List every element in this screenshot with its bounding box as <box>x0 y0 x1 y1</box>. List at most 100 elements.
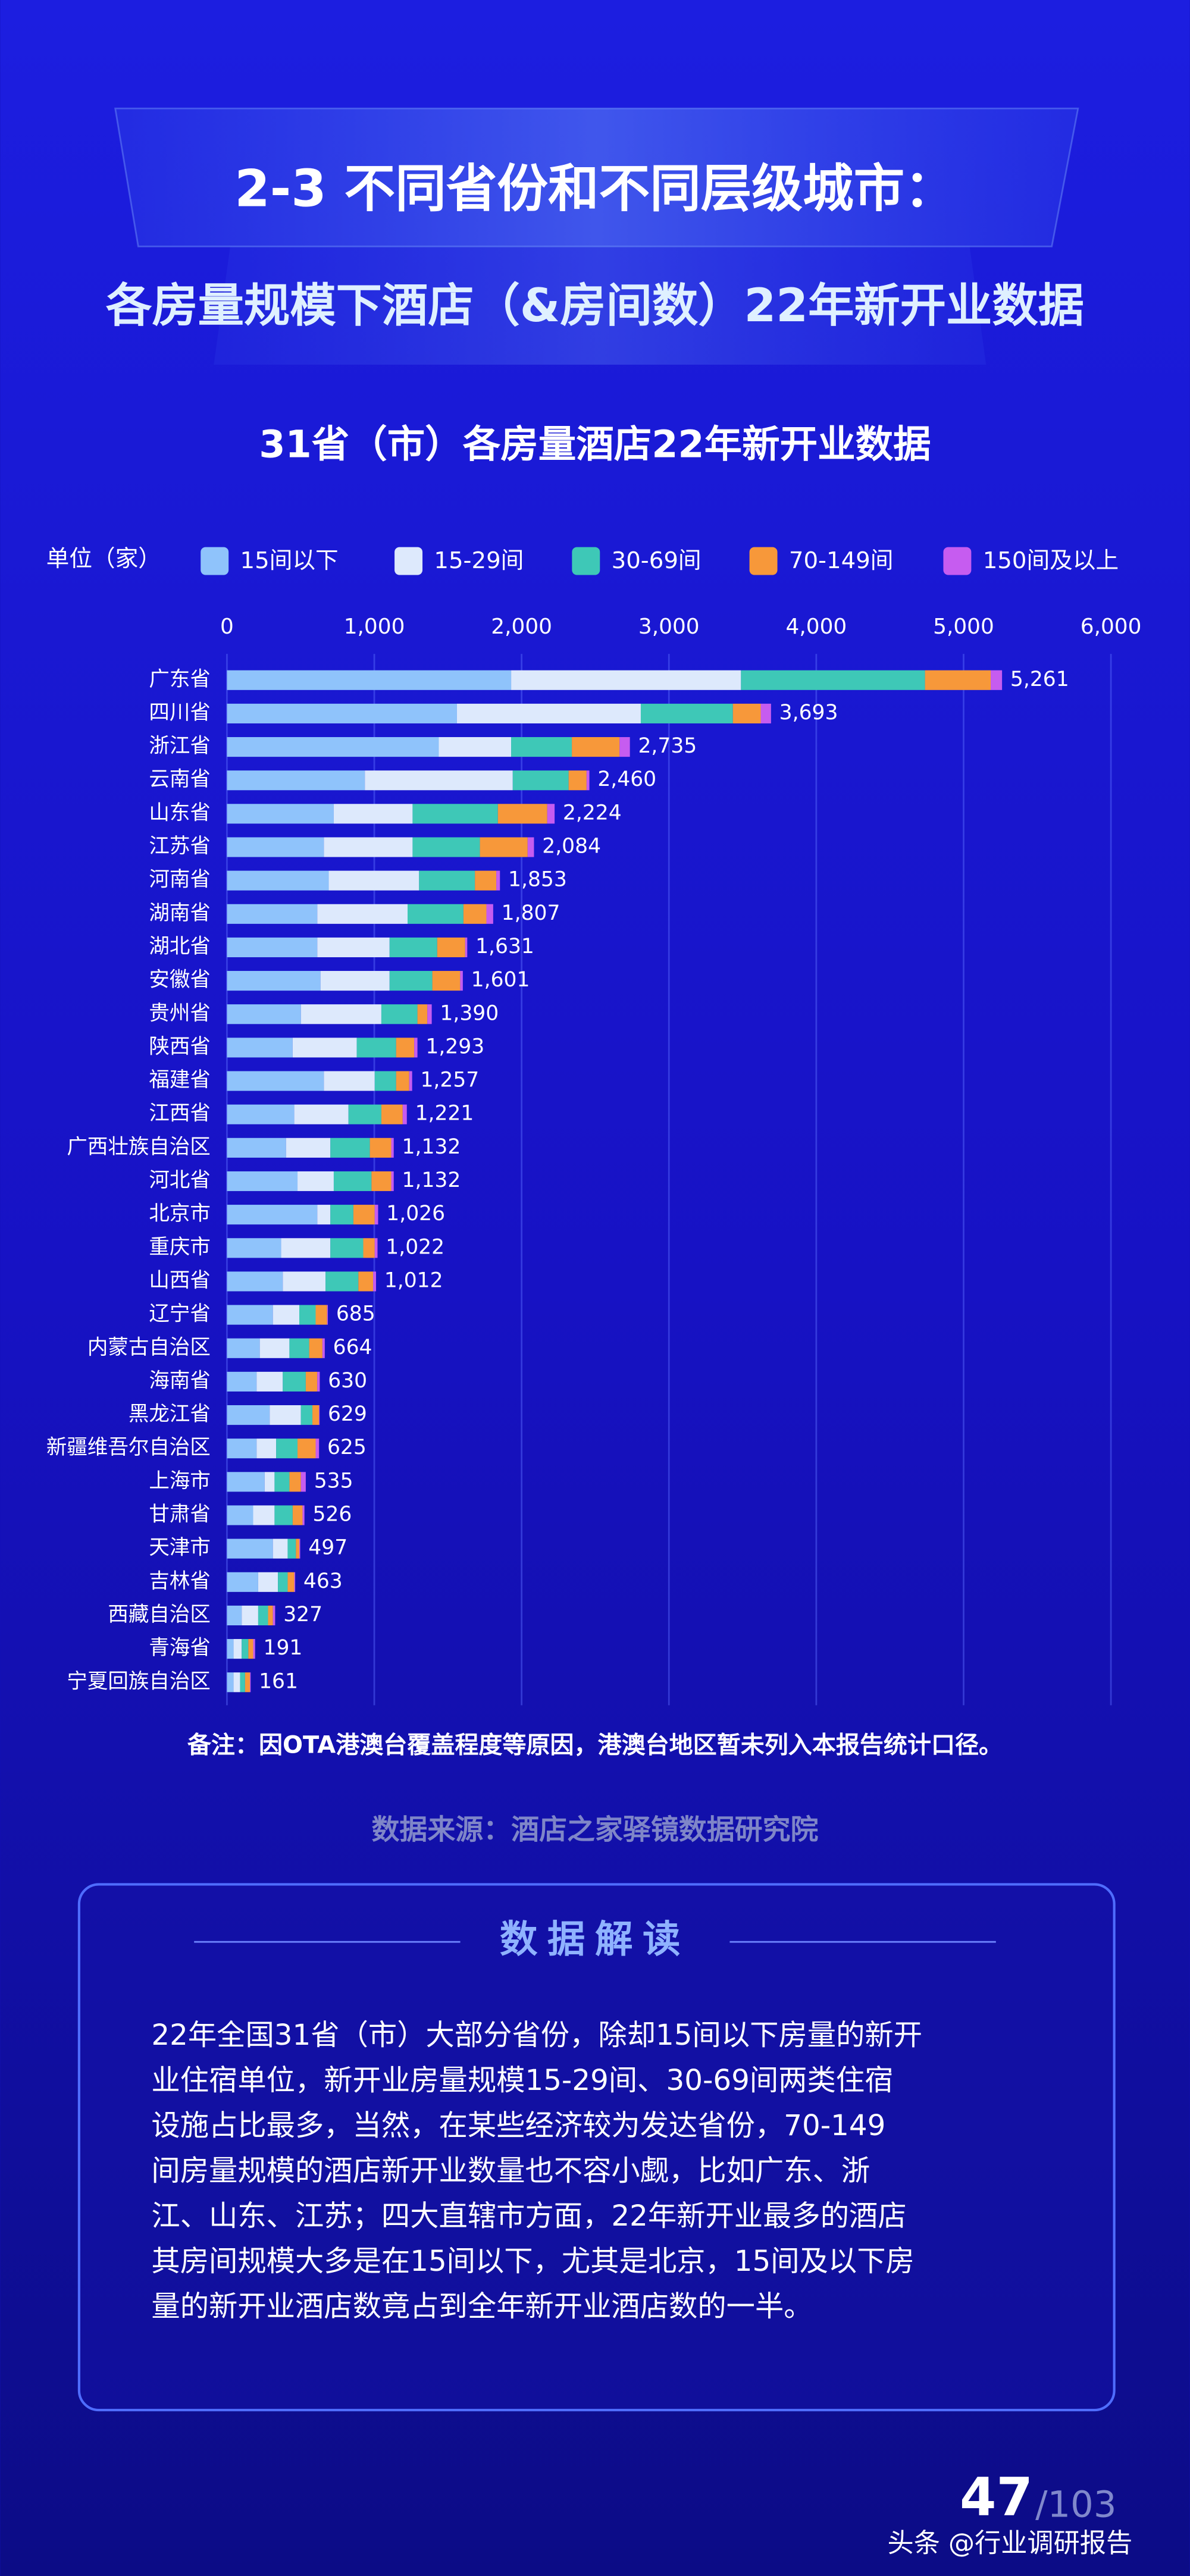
bar-segment <box>389 937 437 958</box>
y-tick-label: 重庆市 <box>149 1235 211 1259</box>
bar-segment <box>456 703 641 723</box>
bar-segment <box>427 1004 432 1024</box>
bar-segment <box>496 870 500 891</box>
bar-segment <box>396 1071 409 1091</box>
bar-segment <box>233 1672 240 1693</box>
bar-segment <box>274 1472 290 1492</box>
bar-segment <box>292 1038 357 1058</box>
value-label: 1,132 <box>402 1135 461 1159</box>
bar-segment <box>227 870 329 891</box>
bar-segment <box>465 937 468 958</box>
bar-segment <box>227 670 512 690</box>
bar-segment <box>402 1104 407 1124</box>
y-tick-label: 宁夏回族自治区 <box>67 1669 211 1693</box>
bar-segment <box>512 770 569 791</box>
legend-label: 30-69间 <box>612 547 702 574</box>
legend-label: 15间以下 <box>240 547 339 574</box>
bar-segment <box>363 1238 375 1258</box>
interpretation-line: 业住宿单位，新开业房量规模15-29间、30-69间两类住宿 <box>151 2064 893 2097</box>
bar-segment <box>227 1038 293 1058</box>
bar-segment <box>315 1305 327 1325</box>
y-tick-label: 河北省 <box>149 1168 211 1192</box>
value-label: 1,026 <box>386 1202 445 1226</box>
y-tick-label: 福建省 <box>149 1068 211 1092</box>
bar-segment <box>619 737 630 757</box>
bar-segment <box>381 1104 403 1124</box>
value-label: 1,293 <box>425 1035 484 1058</box>
interpretation-title: 数据解读 <box>500 1917 690 1961</box>
bar-segment <box>319 1405 320 1425</box>
bar-segment <box>374 1071 396 1091</box>
page-total: /103 <box>1035 2484 1116 2526</box>
bar-segment <box>273 1305 300 1325</box>
bar-segment <box>281 1238 331 1258</box>
interpretation-line: 量的新开业酒店数竟占到全年新开业酒店数的一半。 <box>151 2290 812 2323</box>
y-tick-label: 陕西省 <box>149 1035 211 1058</box>
bar-segment <box>227 770 365 791</box>
bar-segment <box>925 670 991 690</box>
value-label: 2,735 <box>638 734 697 758</box>
chart: 15间以下 15-29间 30-69间 70-149间 150间及以上 0 1,000 2,0… <box>46 547 1142 1706</box>
value-label: 664 <box>333 1336 372 1359</box>
y-tick-label: 吉林省 <box>149 1569 211 1593</box>
bar-segment <box>227 1439 257 1459</box>
bar-segment <box>365 770 513 791</box>
x-tick-label: 3,000 <box>638 615 700 639</box>
bar-segment <box>568 770 587 791</box>
bar-segment <box>412 804 498 824</box>
bar-segment <box>227 1205 318 1225</box>
y-tick-label: 湖北省 <box>149 935 211 958</box>
bar-segment <box>227 1104 295 1124</box>
bar-segment <box>242 1639 249 1659</box>
bar-segment <box>227 1271 283 1292</box>
y-tick-label: 安徽省 <box>149 968 211 992</box>
interpretation-line: 其房间规模大多是在15间以下，尤其是北京，15间及以下房 <box>151 2245 914 2278</box>
bar-segment <box>511 670 741 690</box>
y-tick-label: 上海市 <box>149 1469 211 1493</box>
bar-segment <box>640 703 733 723</box>
y-tick-label: 湖南省 <box>149 901 211 925</box>
y-tick-label: 广东省 <box>149 667 211 691</box>
bar-segment <box>417 1004 428 1024</box>
y-tick-label: 甘肃省 <box>149 1503 211 1527</box>
y-tick-label: 江苏省 <box>149 835 211 858</box>
bar-segment <box>289 1338 309 1358</box>
bar-segment <box>317 1205 331 1225</box>
bar-segment <box>227 1238 281 1258</box>
bar-segment <box>294 1104 349 1124</box>
bar-segment <box>292 1505 303 1525</box>
y-tick-label: 辽宁省 <box>149 1302 211 1326</box>
value-label: 1,807 <box>502 901 560 925</box>
value-label: 685 <box>336 1302 375 1326</box>
y-tick-label: 海南省 <box>149 1369 211 1393</box>
value-label: 625 <box>327 1436 367 1459</box>
bar-segment <box>240 1672 245 1693</box>
legend-unit: 单位（家） <box>46 546 161 572</box>
chart-title: 31省（市）各房量酒店22年新开业数据 <box>259 422 931 466</box>
interpretation-line: 22年全国31省（市）大部分省份，除却15间以下房量的新开 <box>151 2019 922 2052</box>
y-tick-label: 内蒙古自治区 <box>87 1336 211 1359</box>
bar-segment <box>389 971 433 991</box>
bar-segment <box>259 1338 290 1358</box>
bar-segment <box>463 904 487 924</box>
value-label: 630 <box>328 1369 367 1393</box>
bar-segment <box>299 1305 316 1325</box>
bar-segment <box>227 971 321 991</box>
bar-segment <box>312 1405 320 1425</box>
value-label: 327 <box>283 1603 322 1627</box>
bar-segment <box>298 1439 316 1459</box>
y-tick-label: 贵州省 <box>149 1001 211 1025</box>
page-subtitle: 各房量规模下酒店（&房间数）22年新开业数据 <box>106 279 1084 333</box>
bar-segment <box>227 1605 242 1626</box>
bar-segment <box>317 904 408 924</box>
value-label: 1,132 <box>402 1168 461 1192</box>
x-tick-label: 6,000 <box>1081 615 1142 639</box>
bar-segment <box>256 1371 283 1392</box>
bar-segment <box>330 1238 364 1258</box>
bar-segment <box>475 870 497 891</box>
bar-segment <box>437 937 465 958</box>
y-tick-label: 云南省 <box>149 767 211 791</box>
y-tick-label: 黑龙江省 <box>129 1402 211 1426</box>
bar-segment <box>227 1305 273 1325</box>
